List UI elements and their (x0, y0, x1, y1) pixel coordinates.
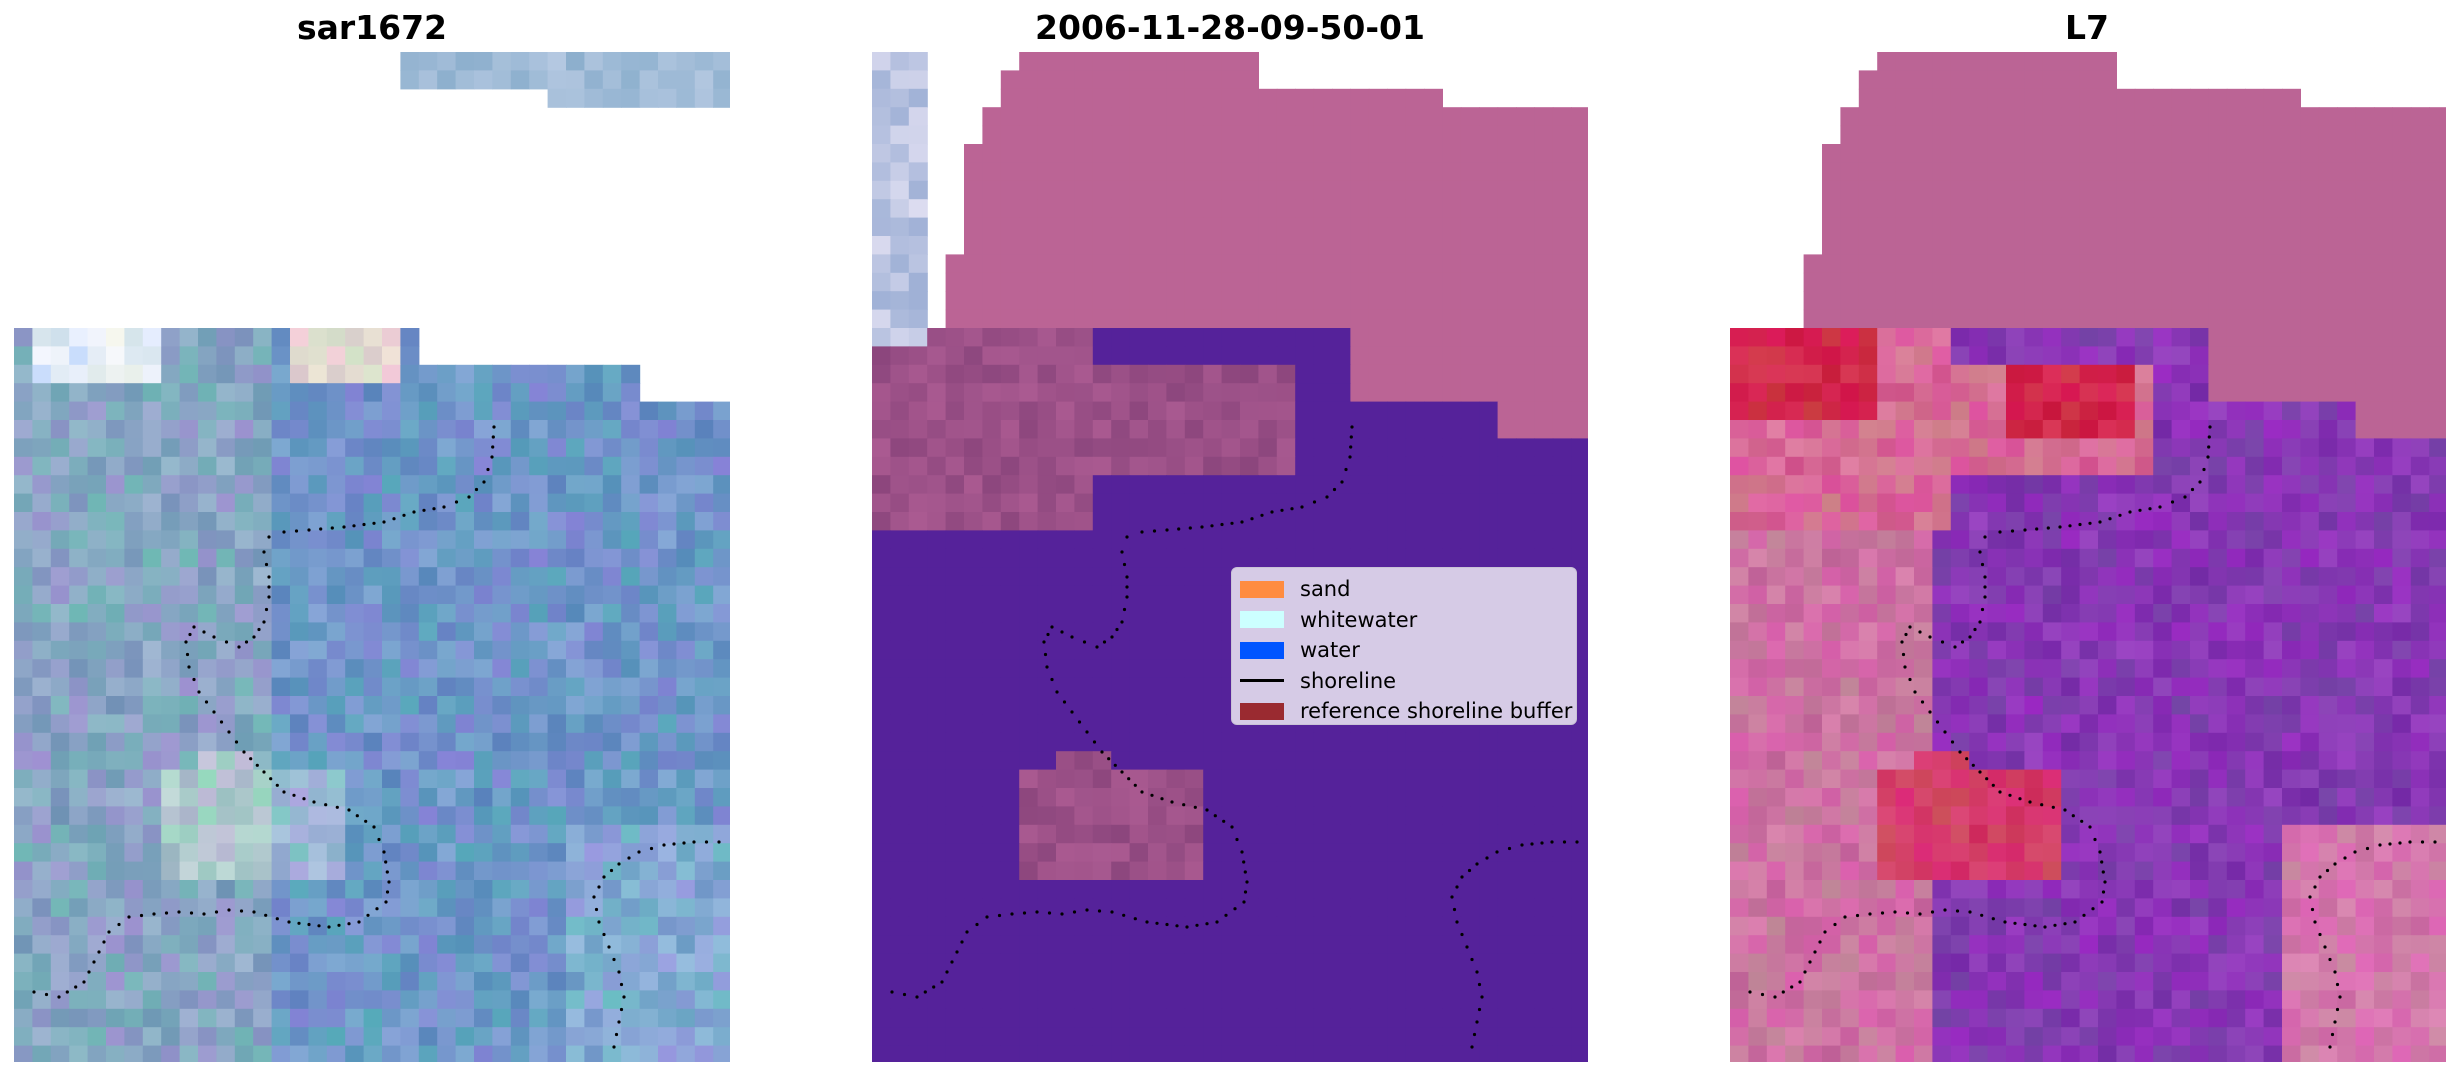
legend-item-reference-buffer: reference shoreline buffer (1240, 696, 1576, 727)
legend-item-sand: sand (1240, 574, 1576, 605)
reference-buffer-swatch-icon (1240, 702, 1284, 720)
rgb-pixel-grid (14, 52, 730, 1062)
panel-title-classified: 2006-11-28-09-50-01 (1035, 8, 1425, 47)
rgb-image-panel (14, 52, 730, 1062)
classified-pixel-grid (872, 52, 1588, 1062)
shoreline-dots (890, 425, 1579, 1049)
sand-swatch-icon (1240, 580, 1284, 598)
whitewater-swatch-icon (1240, 611, 1284, 629)
legend-label: water (1300, 638, 1360, 663)
legend: sand whitewater water shoreline referenc… (1231, 567, 1577, 725)
legend-label: shoreline (1300, 668, 1397, 693)
legend-item-water: water (1240, 635, 1576, 666)
legend-item-whitewater: whitewater (1240, 605, 1576, 636)
water-swatch-icon (1240, 641, 1284, 659)
legend-item-shoreline: shoreline (1240, 666, 1576, 697)
probability-image-panel (1730, 52, 2446, 1062)
legend-label: whitewater (1300, 607, 1418, 632)
classified-image-panel (872, 52, 1588, 1062)
shoreline-dots (1748, 425, 2437, 1049)
panel-title-rgb: sar1672 (296, 8, 448, 47)
probability-pixel-grid (1730, 52, 2446, 1062)
panel-title-probability: L7 (2065, 8, 2109, 47)
shoreline-line-icon (1240, 679, 1284, 683)
legend-label: sand (1300, 577, 1351, 602)
legend-label: reference shoreline buffer (1300, 699, 1573, 724)
shoreline-dots (32, 425, 721, 1049)
